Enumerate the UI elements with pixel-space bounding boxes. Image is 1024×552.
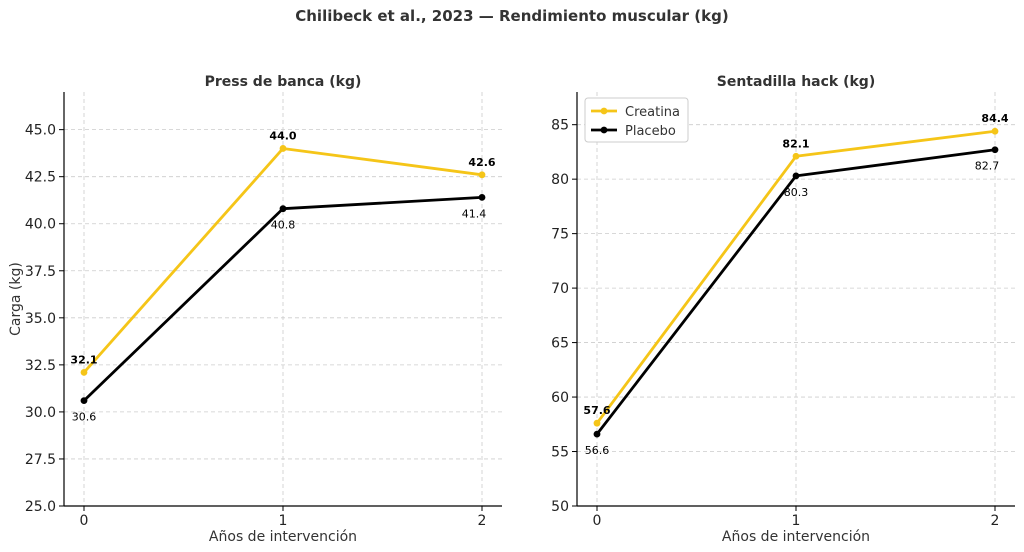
data-label-creatina: 57.6	[583, 404, 610, 417]
y-axis-label: Carga (kg)	[8, 262, 24, 336]
y-tick-label: 85	[551, 118, 569, 134]
data-point-creatina	[279, 145, 287, 152]
data-label-placebo: 41.4	[462, 207, 487, 220]
y-tick-label: 55	[551, 445, 569, 461]
data-label-creatina: 32.1	[70, 353, 97, 366]
data-label-placebo: 40.8	[271, 219, 296, 232]
chart-panel-2: 50 55 60 65 70 75 80 85 0 1 2 Sentadilla hack (kg) A…	[551, 74, 1015, 545]
data-point-placebo	[991, 146, 999, 154]
x-tick-label: 1	[792, 513, 801, 529]
x-tick-label: 1	[279, 513, 288, 529]
data-label-creatina: 82.1	[782, 137, 809, 150]
y-tick-label: 60	[551, 390, 569, 406]
panel-title: Sentadilla hack (kg)	[717, 74, 875, 90]
panel-title: Press de banca (kg)	[205, 74, 362, 90]
figure-title: Chilibeck et al., 2023 — Rendimiento mus…	[295, 7, 728, 25]
y-tick-label: 45.0	[25, 123, 56, 139]
data-point-placebo	[593, 430, 601, 438]
x-axis-label: Años de intervención	[209, 529, 357, 545]
y-tick-label: 27.5	[25, 452, 56, 468]
y-tick-label: 30.0	[25, 405, 56, 421]
data-point-placebo	[279, 205, 287, 213]
legend-label-creatina: Creatina	[625, 105, 680, 120]
data-point-creatina	[478, 171, 486, 179]
data-point-placebo	[80, 397, 88, 405]
y-tick-label: 75	[551, 227, 569, 243]
y-tick-label: 50	[551, 499, 569, 515]
data-label-placebo: 30.6	[72, 411, 97, 424]
data-label-placebo: 82.7	[975, 160, 1000, 173]
x-tick-label: 2	[478, 513, 487, 529]
legend-marker-placebo	[600, 126, 608, 134]
data-point-creatina	[792, 152, 800, 160]
y-tick-label: 32.5	[25, 358, 56, 374]
y-tick-label: 37.5	[25, 264, 56, 280]
data-point-creatina	[991, 127, 999, 135]
data-point-creatina	[593, 419, 601, 427]
data-label-creatina: 84.4	[981, 112, 1008, 125]
y-tick-label: 40.0	[25, 217, 56, 233]
y-tick-label: 35.0	[25, 311, 56, 327]
chart-panel-1: 25.0 27.5 30.0 32.5 35.0 37.5 40.0 42.5 45.0 0 1 2 P…	[8, 74, 502, 545]
y-tick-label: 80	[551, 172, 569, 188]
x-axis-label: Años de intervención	[722, 529, 870, 545]
data-label-creatina: 42.6	[468, 156, 495, 169]
y-tick-label: 25.0	[25, 499, 56, 515]
y-tick-label: 65	[551, 336, 569, 352]
data-label-placebo: 80.3	[784, 186, 809, 199]
x-tick-label: 2	[991, 513, 1000, 529]
data-label-placebo: 56.6	[585, 444, 610, 457]
y-tick-label: 70	[551, 281, 569, 297]
legend-label-placebo: Placebo	[625, 124, 676, 139]
data-point-placebo	[478, 193, 486, 201]
data-point-creatina	[80, 368, 88, 376]
x-tick-label: 0	[80, 513, 89, 529]
x-tick-label: 0	[593, 513, 602, 529]
legend-marker-creatina	[600, 107, 608, 115]
data-point-placebo	[792, 172, 800, 180]
legend: Creatina Placebo	[584, 97, 689, 143]
y-tick-label: 42.5	[25, 170, 56, 186]
data-label-creatina: 44.0	[269, 129, 296, 142]
